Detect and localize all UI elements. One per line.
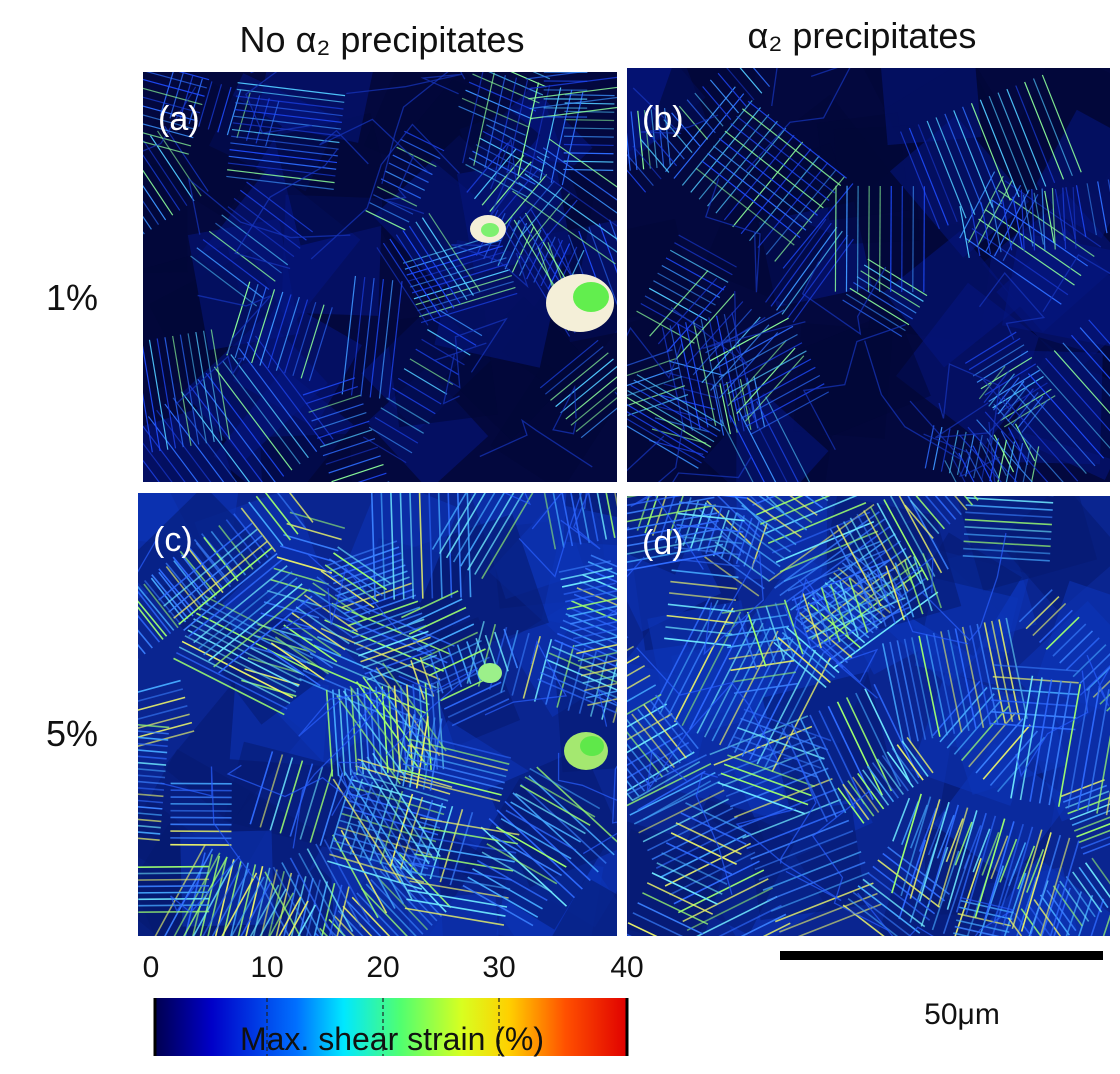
slip-trace [138,873,209,874]
colorbar-tick-label: 30 [482,951,515,984]
slip-trace [73,639,109,683]
slip-trace [869,186,870,292]
slip-trace [967,483,1054,488]
slip-trace [138,886,209,887]
panel-label: (c) [153,521,193,559]
panels: (a) (b) (c) (d) [31,0,1120,1023]
slip-trace [1111,910,1120,989]
slip-trace [952,939,1005,951]
slip-trace [1113,686,1120,718]
slip-trace [138,905,209,906]
column-header: No α₂ precipitates [240,19,525,60]
panel-label: (b) [642,100,684,138]
row-label: 5% [46,713,98,754]
slip-trace [902,186,903,292]
slip-trace [109,43,212,71]
slip-trace [102,616,138,660]
colorbar-tick-label: 40 [610,951,643,984]
slip-trace [858,186,859,292]
row-label: 1% [46,277,98,318]
slip-trace [138,912,209,913]
slip-trace [1116,694,1120,817]
slip-trace [618,113,624,172]
slip-trace [111,35,214,63]
slip-trace [95,622,131,666]
strain-map [562,0,1120,545]
colorbar-tick-label: 10 [250,951,283,984]
slip-trace [88,627,124,671]
slip-trace [101,169,145,234]
particle [478,663,502,683]
slip-trace [891,186,892,292]
particle-core [580,736,604,756]
scale-bar-label: 50μm [924,998,1000,1031]
slip-trace [913,186,914,292]
scale-bar: 50μm [780,951,1103,1031]
slip-trace [81,633,117,677]
particle-core [573,282,609,312]
grain [434,240,562,368]
slip-trace [924,186,925,292]
colorbar-label: Max. shear strain (%) [240,1021,544,1057]
colorbar: 0 10 20 30 40 Max. shear strain (%) [143,951,644,1057]
slip-trace [315,933,367,988]
slip-trace [835,186,836,292]
slip-trace [525,55,635,69]
colorbar-tick-label: 20 [366,951,399,984]
scale-bar-line [780,951,1103,960]
slip-trace [846,186,847,292]
panel-label: (a) [158,100,200,138]
column-header: α₂ precipitates [748,15,977,56]
colorbar-tick-label: 0 [143,951,160,984]
particle-core [481,223,499,237]
strain-map [550,417,1120,1023]
slip-trace [138,892,209,893]
slip-trace [138,867,209,868]
slip-trace [967,491,1054,496]
strain-map [31,419,669,1023]
slip-trace [320,928,372,983]
slip-trace [66,645,102,689]
panel-label: (d) [642,524,684,562]
slip-trace [523,45,633,59]
